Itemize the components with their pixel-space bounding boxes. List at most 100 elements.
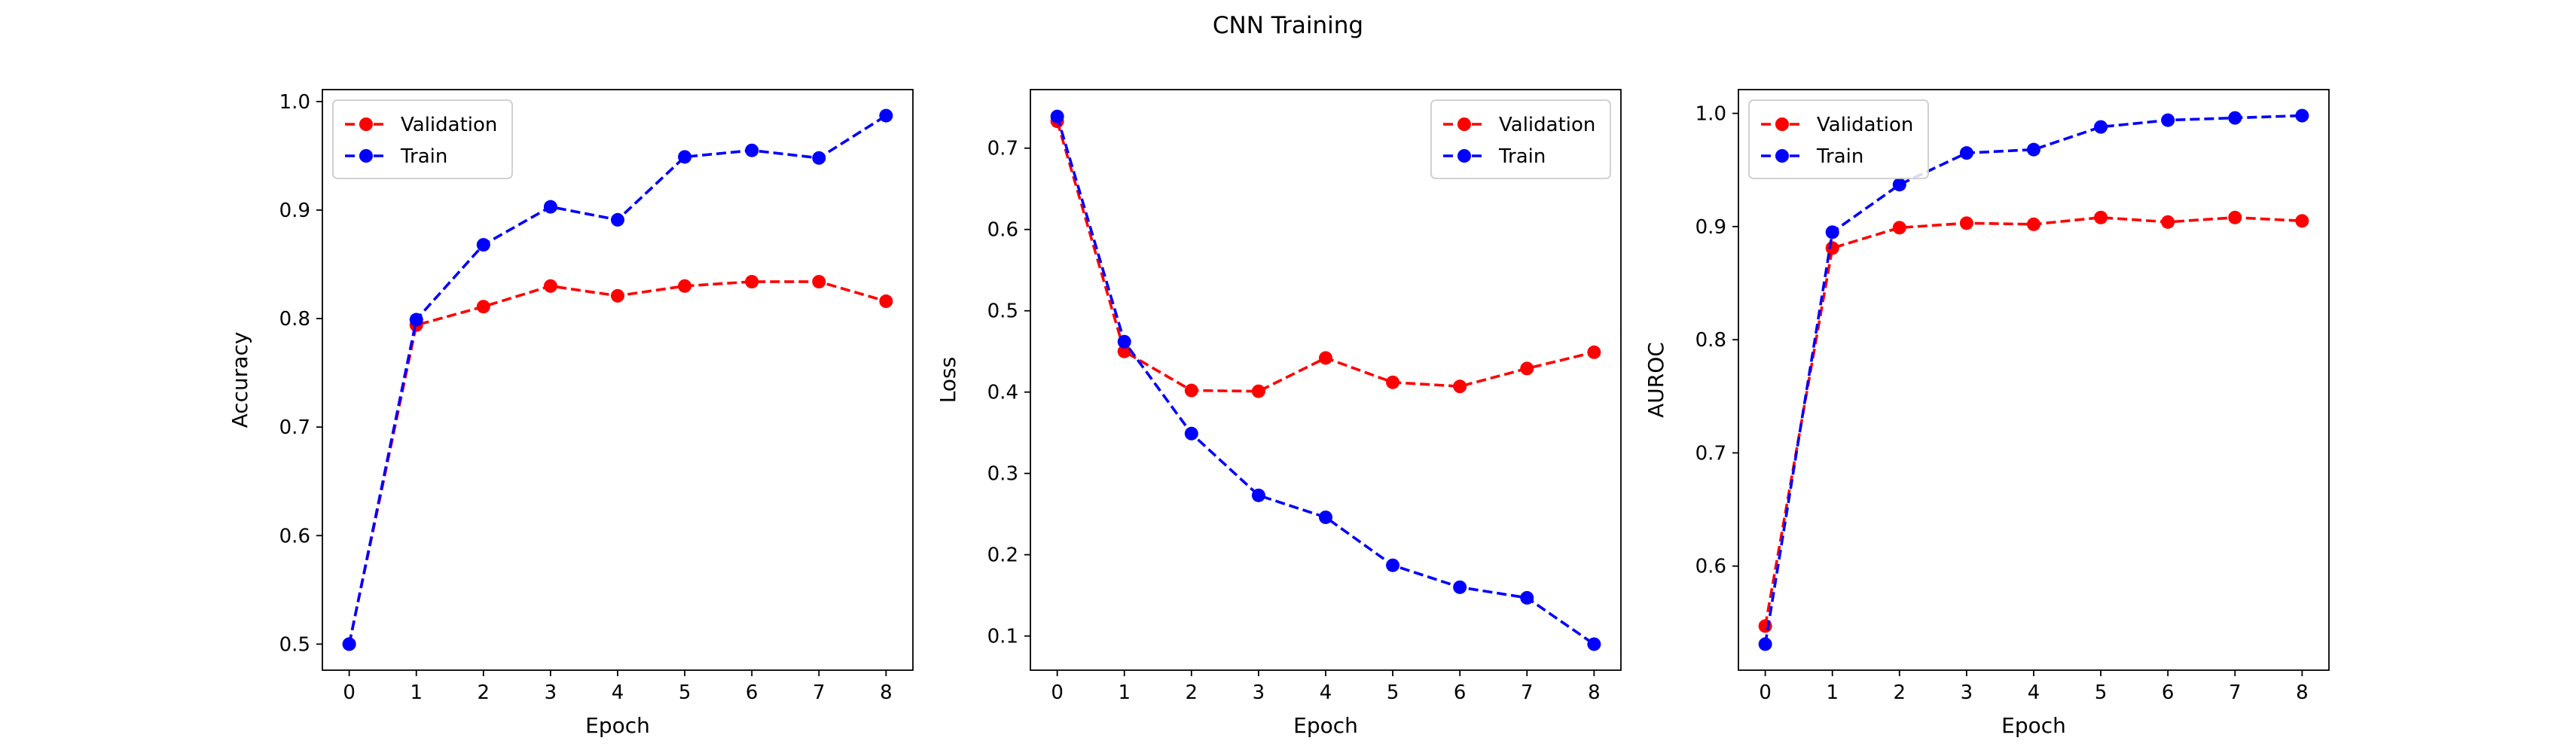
y-tick-label: 0.1 [987, 626, 1018, 648]
data-point-validation [1117, 344, 1131, 358]
y-tick-label: 0.5 [987, 300, 1018, 323]
y-tick-label: 0.4 [987, 382, 1018, 404]
figure-title: CNN Training [1213, 12, 1363, 39]
data-point-validation [1825, 241, 1839, 255]
data-point-train [745, 143, 759, 157]
data-point-train [476, 238, 490, 252]
legend-marker-train [359, 149, 373, 163]
x-tick-label: 8 [880, 681, 893, 704]
x-tick-label: 4 [1320, 681, 1332, 704]
data-point-train [812, 151, 826, 165]
data-point-train [1251, 488, 1265, 502]
data-point-validation [2295, 214, 2309, 228]
x-tick-label: 3 [1253, 681, 1265, 704]
series-line-validation [1763, 216, 2303, 626]
y-tick-label: 0.6 [1695, 556, 1726, 578]
legend-marker-validation [359, 117, 373, 131]
y-tick-label: 0.7 [987, 138, 1018, 160]
y-tick-label: 0.8 [1695, 329, 1726, 352]
legend-label-train: Train [400, 145, 447, 168]
x-tick-label: 6 [2162, 681, 2175, 704]
data-point-validation [1959, 216, 1973, 230]
data-point-validation [543, 279, 557, 293]
legend-frame [1748, 99, 1929, 179]
data-point-train [1453, 580, 1467, 594]
data-point-train [2161, 113, 2175, 127]
data-point-validation [879, 294, 893, 309]
data-point-validation [2228, 210, 2242, 224]
legend: Validation Train [332, 99, 513, 179]
data-point-train [1587, 637, 1601, 651]
legend: Validation Train [1748, 99, 1929, 179]
data-point-validation [678, 279, 692, 293]
x-tick-label: 8 [2296, 681, 2309, 704]
x-tick-label: 8 [1588, 681, 1601, 704]
y-tick-label: 0.9 [279, 200, 310, 222]
x-axis-label: Epoch [1293, 713, 1358, 738]
x-axis-label: Epoch [585, 713, 650, 738]
x-tick-label: 3 [1961, 681, 1973, 704]
y-tick-label: 0.3 [987, 463, 1018, 486]
plot-frame [322, 89, 914, 671]
data-point-train [1319, 510, 1332, 524]
data-point-train [2228, 111, 2242, 125]
x-tick-label: 3 [545, 681, 557, 704]
data-point-validation [2027, 217, 2040, 231]
y-tick-label: 0.6 [987, 219, 1018, 242]
series-line-validation [347, 280, 887, 645]
y-tick-label: 0.6 [279, 525, 310, 547]
data-point-validation [2094, 210, 2108, 224]
x-tick-label: 5 [679, 681, 691, 704]
y-tick-label: 1.0 [279, 91, 310, 114]
data-point-train [543, 200, 557, 214]
x-tick-label: 0 [1051, 681, 1064, 704]
x-tick-label: 7 [1521, 681, 1534, 704]
legend-frame [332, 99, 513, 179]
data-point-train [1959, 146, 1973, 160]
data-point-validation [1587, 345, 1601, 359]
data-point-train [1892, 178, 1906, 192]
legend: Validation Train [1430, 99, 1611, 179]
plot-frame [1738, 89, 2330, 671]
legend-marker-train [1775, 149, 1789, 163]
data-point-train [678, 150, 692, 164]
y-tick-label: 0.8 [279, 308, 310, 331]
legend-label-validation: Validation [401, 114, 497, 136]
x-tick-label: 7 [2229, 681, 2242, 704]
data-point-validation [1892, 221, 1906, 235]
data-point-train [1386, 558, 1400, 572]
y-axis-label: Accuracy [227, 332, 252, 428]
data-point-validation [1386, 375, 1400, 389]
series-line-train [1055, 116, 1595, 645]
x-tick-label: 5 [1387, 681, 1399, 704]
data-point-train [611, 212, 624, 227]
legend-frame [1430, 99, 1611, 179]
data-point-train [1825, 225, 1839, 239]
data-point-train [1758, 637, 1772, 651]
data-point-validation [1453, 380, 1467, 394]
data-point-train [1117, 334, 1131, 349]
x-tick-label: 0 [1759, 681, 1772, 704]
data-point-train [1184, 426, 1198, 441]
data-point-train [342, 637, 356, 651]
legend-marker-train [1457, 149, 1471, 163]
data-point-validation [2161, 215, 2175, 229]
data-point-validation [611, 288, 624, 303]
legend-label-train: Train [1498, 145, 1546, 168]
x-axis-label: Epoch [2001, 713, 2066, 738]
data-point-validation [1184, 383, 1198, 398]
x-tick-label: 2 [1186, 681, 1198, 704]
y-tick-label: 0.9 [1695, 216, 1726, 239]
chart-panel-1: 0 1 2 3 4 5 6 7 8 0.5 0.6 0.7 0.8 0.9 1.0 Epoch Accuracy… [227, 89, 914, 738]
legend-marker-validation [1457, 117, 1471, 131]
x-tick-label: 1 [1826, 681, 1839, 704]
x-tick-label: 4 [2028, 681, 2040, 704]
data-point-train [1050, 109, 1064, 123]
data-point-validation [812, 275, 826, 289]
data-point-train [1520, 590, 1534, 605]
x-tick-label: 1 [1118, 681, 1131, 704]
series-line-train [1763, 114, 2303, 645]
y-axis-label: AUROC [1644, 342, 1668, 418]
y-tick-label: 0.7 [279, 416, 310, 439]
